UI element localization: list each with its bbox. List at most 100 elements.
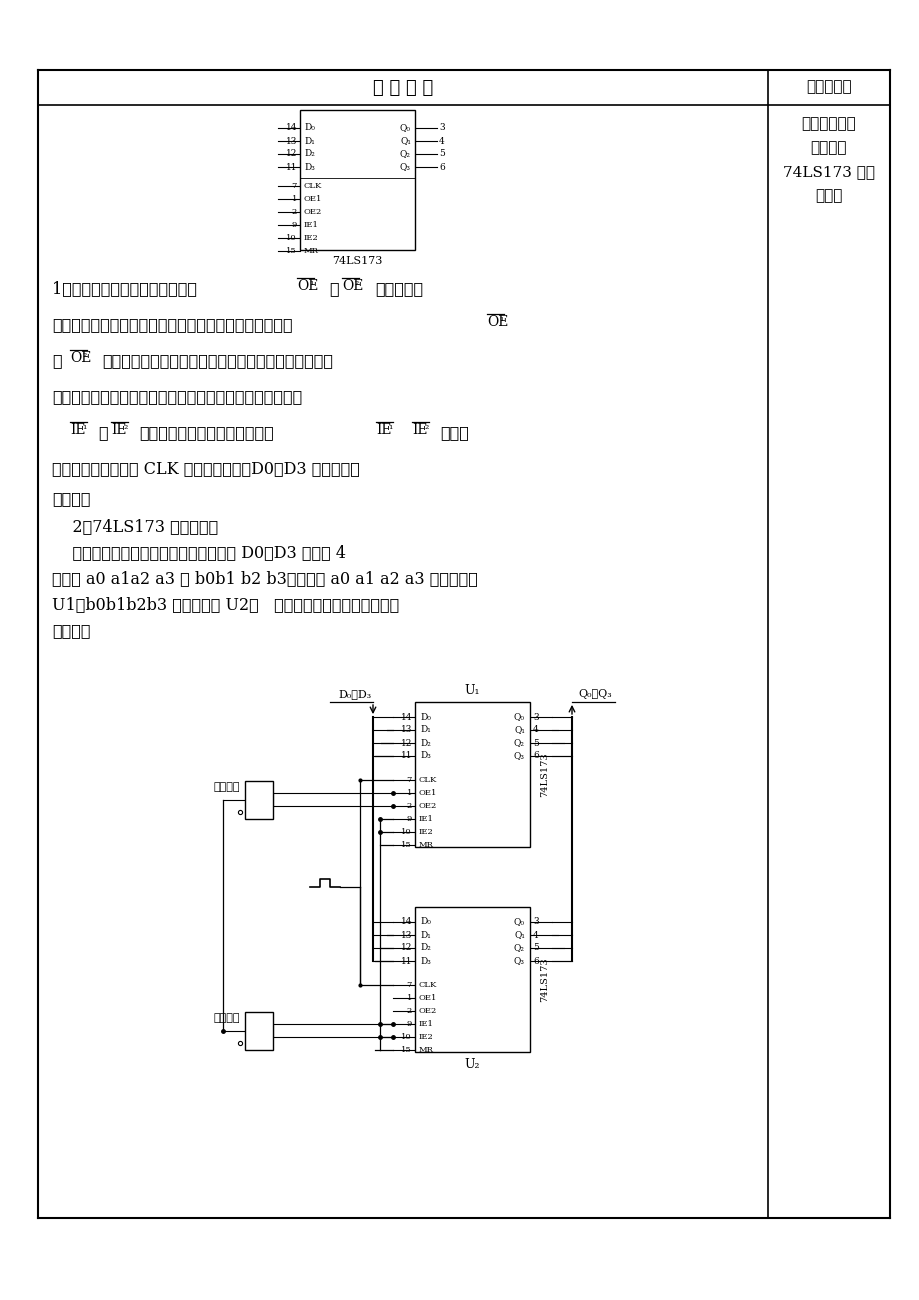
Text: U1，b0b1b2b3 存入寄存器 U2，   并在输出数据线上将两个数据: U1，b0b1b2b3 存入寄存器 U2， 并在输出数据线上将两个数据 <box>52 595 399 614</box>
Text: U₂: U₂ <box>464 1058 480 1071</box>
Text: Q₂: Q₂ <box>400 150 411 159</box>
Text: 9: 9 <box>291 221 297 229</box>
Text: 10: 10 <box>401 828 412 836</box>
Text: MR: MR <box>418 1046 434 1054</box>
Text: Q₀: Q₀ <box>514 712 525 722</box>
Text: 74LS173 的使: 74LS173 的使 <box>782 165 874 179</box>
Text: ₁: ₁ <box>83 421 86 432</box>
Text: 11: 11 <box>285 162 297 172</box>
Text: 均为低: 均为低 <box>439 424 469 441</box>
Text: Q₃: Q₃ <box>514 751 525 760</box>
Text: 7: 7 <box>406 776 412 784</box>
Text: ₁: ₁ <box>309 277 313 287</box>
Text: 15: 15 <box>401 1046 412 1054</box>
Text: Q₀: Q₀ <box>514 918 525 927</box>
Text: 11: 11 <box>400 751 412 760</box>
Bar <box>414 907 529 1052</box>
Text: ₂: ₂ <box>354 277 358 287</box>
Text: IE: IE <box>111 422 127 437</box>
Text: IE: IE <box>70 422 85 437</box>
Text: IE2: IE2 <box>418 828 433 836</box>
Text: 教 学 内 容: 教 学 内 容 <box>372 78 433 96</box>
Text: D₁: D₁ <box>420 931 430 940</box>
Text: 电平时，在时钟脉冲 CLK 上升沿作用下，D0～D3 进入相应的: 电平时，在时钟脉冲 CLK 上升沿作用下，D0～D3 进入相应的 <box>52 460 359 477</box>
Text: OE: OE <box>486 315 508 329</box>
Text: D₃: D₃ <box>303 162 314 172</box>
Text: 1: 1 <box>254 1023 264 1037</box>
Text: 可控制数据是否进入触发器。当: 可控制数据是否进入触发器。当 <box>139 424 274 441</box>
Text: 或: 或 <box>52 352 62 369</box>
Text: ₁: ₁ <box>499 313 504 322</box>
Text: 3: 3 <box>438 124 444 133</box>
Text: D₁: D₁ <box>303 136 314 146</box>
Text: 2、74LS173 的使用方法: 2、74LS173 的使用方法 <box>52 517 218 536</box>
Text: 触发器。: 触发器。 <box>52 490 90 507</box>
Text: 10: 10 <box>286 234 297 242</box>
Text: OE: OE <box>297 280 318 292</box>
Text: 2: 2 <box>406 802 412 810</box>
Text: 74LS173: 74LS173 <box>540 753 549 797</box>
Text: D₂: D₂ <box>420 738 430 748</box>
Text: 通过一个实际: 通过一个实际 <box>800 117 856 131</box>
Text: 、: 、 <box>98 424 108 441</box>
Text: 分别取出: 分别取出 <box>52 621 90 640</box>
Text: 用方法: 用方法 <box>814 188 842 203</box>
Text: 均为低电平: 均为低电平 <box>375 280 423 296</box>
Text: OE1: OE1 <box>303 195 322 203</box>
Text: Q₀～Q₃: Q₀～Q₃ <box>577 689 611 699</box>
Text: 位数据 a0 a1a2 a3 与 b0b1 b2 b3，要求将 a0 a1 a2 a3 存入寄存器: 位数据 a0 a1a2 a3 与 b0b1 b2 b3，要求将 a0 a1 a2… <box>52 569 477 588</box>
Text: 14: 14 <box>400 712 412 722</box>
Text: 10: 10 <box>401 1034 412 1041</box>
Text: 7: 7 <box>406 982 412 989</box>
Text: 输出选通: 输出选通 <box>213 783 240 793</box>
Text: IE1: IE1 <box>303 221 319 229</box>
Text: OE1: OE1 <box>418 994 437 1002</box>
Text: 6: 6 <box>532 751 539 760</box>
Text: U₁: U₁ <box>464 684 480 697</box>
Text: ₁: ₁ <box>388 421 392 432</box>
Text: Q₁: Q₁ <box>400 136 411 146</box>
Text: Q₂: Q₂ <box>514 944 525 953</box>
Bar <box>414 702 529 848</box>
Text: 总线的负载。此时寄存器的时序操作不受影响。数据选通端: 总线的负载。此时寄存器的时序操作不受影响。数据选通端 <box>52 387 302 406</box>
Text: IE2: IE2 <box>418 1034 433 1041</box>
Text: Q₁: Q₁ <box>514 725 525 734</box>
Text: OE1: OE1 <box>418 789 437 797</box>
Text: 11: 11 <box>400 957 412 966</box>
Text: D₀: D₀ <box>420 918 430 927</box>
Bar <box>244 780 273 819</box>
Text: D₀: D₀ <box>303 124 314 133</box>
Text: 13: 13 <box>400 931 412 940</box>
Text: 、: 、 <box>329 280 338 296</box>
Text: 板书或旁注: 板书或旁注 <box>805 81 851 95</box>
Text: Q₂: Q₂ <box>514 738 525 748</box>
Text: 6: 6 <box>438 162 444 172</box>
Text: 12: 12 <box>285 150 297 159</box>
Text: CLK: CLK <box>418 776 437 784</box>
Text: MR: MR <box>303 247 319 255</box>
Text: 时，输出端为正常逻辑状态，可用来驱动负载或总线；当: 时，输出端为正常逻辑状态，可用来驱动负载或总线；当 <box>52 316 292 333</box>
Text: 1: 1 <box>291 195 297 203</box>
Text: 5: 5 <box>532 944 539 953</box>
Text: 2: 2 <box>291 208 297 216</box>
Text: 为高电平时，输出呈高阻状态，既不驱动总线，也不是: 为高电平时，输出呈高阻状态，既不驱动总线，也不是 <box>102 352 333 369</box>
Bar <box>244 1011 273 1049</box>
Text: 12: 12 <box>400 738 412 748</box>
Text: 5: 5 <box>532 738 539 748</box>
Text: 9: 9 <box>406 815 412 823</box>
Text: D₀～D₃: D₀～D₃ <box>338 689 371 699</box>
Text: 12: 12 <box>400 944 412 953</box>
Text: 6: 6 <box>532 957 539 966</box>
Text: IE2: IE2 <box>303 234 318 242</box>
Text: IE1: IE1 <box>418 1020 434 1028</box>
Bar <box>300 111 414 250</box>
Text: 2: 2 <box>406 1008 412 1015</box>
Text: ₂: ₂ <box>123 421 128 432</box>
Text: 3: 3 <box>532 918 538 927</box>
Text: Q₃: Q₃ <box>514 957 525 966</box>
Text: ₂: ₂ <box>424 421 428 432</box>
Text: OE2: OE2 <box>418 802 437 810</box>
Text: 1: 1 <box>254 793 264 806</box>
Text: IE: IE <box>412 422 427 437</box>
Text: Q₀: Q₀ <box>400 124 411 133</box>
